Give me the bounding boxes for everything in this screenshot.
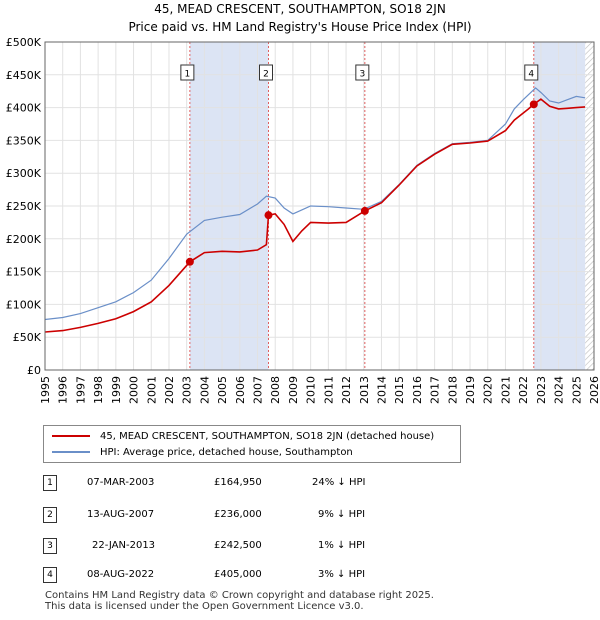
x-tick-label: 2014 [375, 376, 388, 404]
x-tick-label: 2010 [305, 376, 318, 404]
y-tick-label: £350K [6, 134, 42, 147]
x-tick-label: 2025 [570, 376, 583, 404]
transaction-number: 4 [43, 567, 57, 583]
y-tick-label: £200K [6, 233, 42, 246]
table-row: 4 08-AUG-2022 £405,000 3% ↓ HPI [0, 567, 600, 585]
sale-number-label: 1 [184, 70, 190, 80]
sale-point [529, 100, 538, 109]
legend-label-property: 45, MEAD CRESCENT, SOUTHAMPTON, SO18 2JN… [100, 430, 435, 442]
transaction-date: 08-AUG-2022 [87, 569, 155, 580]
x-tick-label: 1998 [92, 376, 105, 404]
x-tick-label: 2022 [517, 376, 530, 404]
x-tick-label: 1995 [39, 376, 52, 404]
y-tick-label: £500K [6, 36, 42, 49]
transaction-price: £405,000 [214, 569, 262, 580]
sale-number-box [524, 64, 539, 81]
chart-title: 45, MEAD CRESCENT, SOUTHAMPTON, SO18 2JN [154, 2, 446, 16]
x-tick-label: 2012 [340, 376, 353, 404]
hpi-series-line [44, 87, 586, 321]
sale-number-box [355, 64, 370, 81]
legend-swatch-hpi [52, 451, 90, 453]
x-tick-label: 1997 [74, 376, 87, 404]
y-tick-label: £450K [6, 69, 42, 82]
transaction-number: 2 [43, 507, 57, 523]
x-tick-label: 2003 [181, 376, 194, 404]
x-tick-label: 2011 [322, 376, 335, 404]
x-tick-label: 2008 [269, 376, 282, 404]
x-tick-label: 2018 [446, 376, 459, 404]
legend: 45, MEAD CRESCENT, SOUTHAMPTON, SO18 2JN… [43, 425, 461, 463]
sale-number-box [180, 64, 195, 81]
sale-number-box [258, 64, 273, 81]
transaction-hpi-diff: 1% ↓ HPI [318, 540, 366, 551]
y-tick-label: £400K [6, 102, 42, 115]
transaction-hpi-diff: 3% ↓ HPI [318, 569, 366, 580]
plot-border [44, 41, 595, 371]
footer-copyright: Contains HM Land Registry data © Crown c… [45, 590, 434, 601]
transaction-price: £242,500 [214, 540, 262, 551]
table-row: 2 13-AUG-2007 £236,000 9% ↓ HPI [0, 507, 600, 525]
transaction-price: £236,000 [214, 509, 262, 520]
transaction-hpi-diff: 9% ↓ HPI [318, 509, 366, 520]
legend-item-hpi: HPI: Average price, detached house, Sout… [52, 445, 353, 459]
y-tick-label: £300K [6, 167, 42, 180]
x-tick-label: 2002 [163, 376, 176, 404]
transaction-date: 07-MAR-2003 [87, 477, 155, 488]
x-tick-label: 1999 [110, 376, 123, 404]
transaction-date: 13-AUG-2007 [87, 509, 155, 520]
y-tick-label: £150K [6, 266, 42, 279]
x-tick-label: 2024 [553, 376, 566, 404]
sale-number-label: 4 [528, 70, 534, 80]
y-tick-label: £100K [6, 298, 42, 311]
sale-number-label: 2 [263, 70, 269, 80]
y-tick-label: £50K [13, 331, 42, 344]
transaction-number: 3 [43, 538, 57, 554]
sale-number-label: 3 [359, 70, 365, 80]
transaction-number: 1 [43, 475, 57, 491]
x-tick-label: 2021 [499, 376, 512, 404]
x-tick-label: 2013 [358, 376, 371, 404]
legend-label-hpi: HPI: Average price, detached house, Sout… [100, 446, 353, 458]
chart-subtitle: Price paid vs. HM Land Registry's House … [128, 20, 472, 34]
x-tick-label: 2000 [128, 376, 141, 404]
x-tick-label: 2009 [287, 376, 300, 404]
transaction-price: £164,950 [214, 477, 262, 488]
x-tick-label: 2016 [411, 376, 424, 404]
sale-point [185, 257, 194, 266]
sale-point [360, 206, 369, 215]
legend-swatch-property [52, 435, 90, 437]
table-row: 3 22-JAN-2013 £242,500 1% ↓ HPI [0, 538, 600, 556]
table-row: 1 07-MAR-2003 £164,950 24% ↓ HPI [0, 475, 600, 493]
x-tick-label: 1996 [57, 376, 70, 404]
legend-item-property: 45, MEAD CRESCENT, SOUTHAMPTON, SO18 2JN… [52, 429, 434, 443]
transaction-hpi-diff: 24% ↓ HPI [312, 477, 366, 488]
x-tick-label: 2020 [482, 376, 495, 404]
y-tick-label: £250K [6, 200, 42, 213]
x-tick-label: 2005 [216, 376, 229, 404]
footer-license: This data is licensed under the Open Gov… [45, 601, 364, 612]
x-tick-label: 2004 [198, 376, 211, 404]
x-tick-label: 2006 [234, 376, 247, 404]
y-tick-label: £0 [27, 364, 41, 377]
x-tick-label: 2015 [393, 376, 406, 404]
sale-point [264, 211, 273, 220]
x-tick-label: 2019 [464, 376, 477, 404]
x-tick-label: 2017 [429, 376, 442, 404]
x-tick-label: 2007 [252, 376, 265, 404]
x-tick-label: 2023 [535, 376, 548, 404]
transaction-date: 22-JAN-2013 [92, 540, 156, 551]
x-tick-label: 2026 [588, 376, 600, 404]
price-chart: £0 £50K £100K £150K £200K £250K £300K £350K £400… [6, 36, 600, 404]
x-tick-label: 2001 [145, 376, 158, 404]
